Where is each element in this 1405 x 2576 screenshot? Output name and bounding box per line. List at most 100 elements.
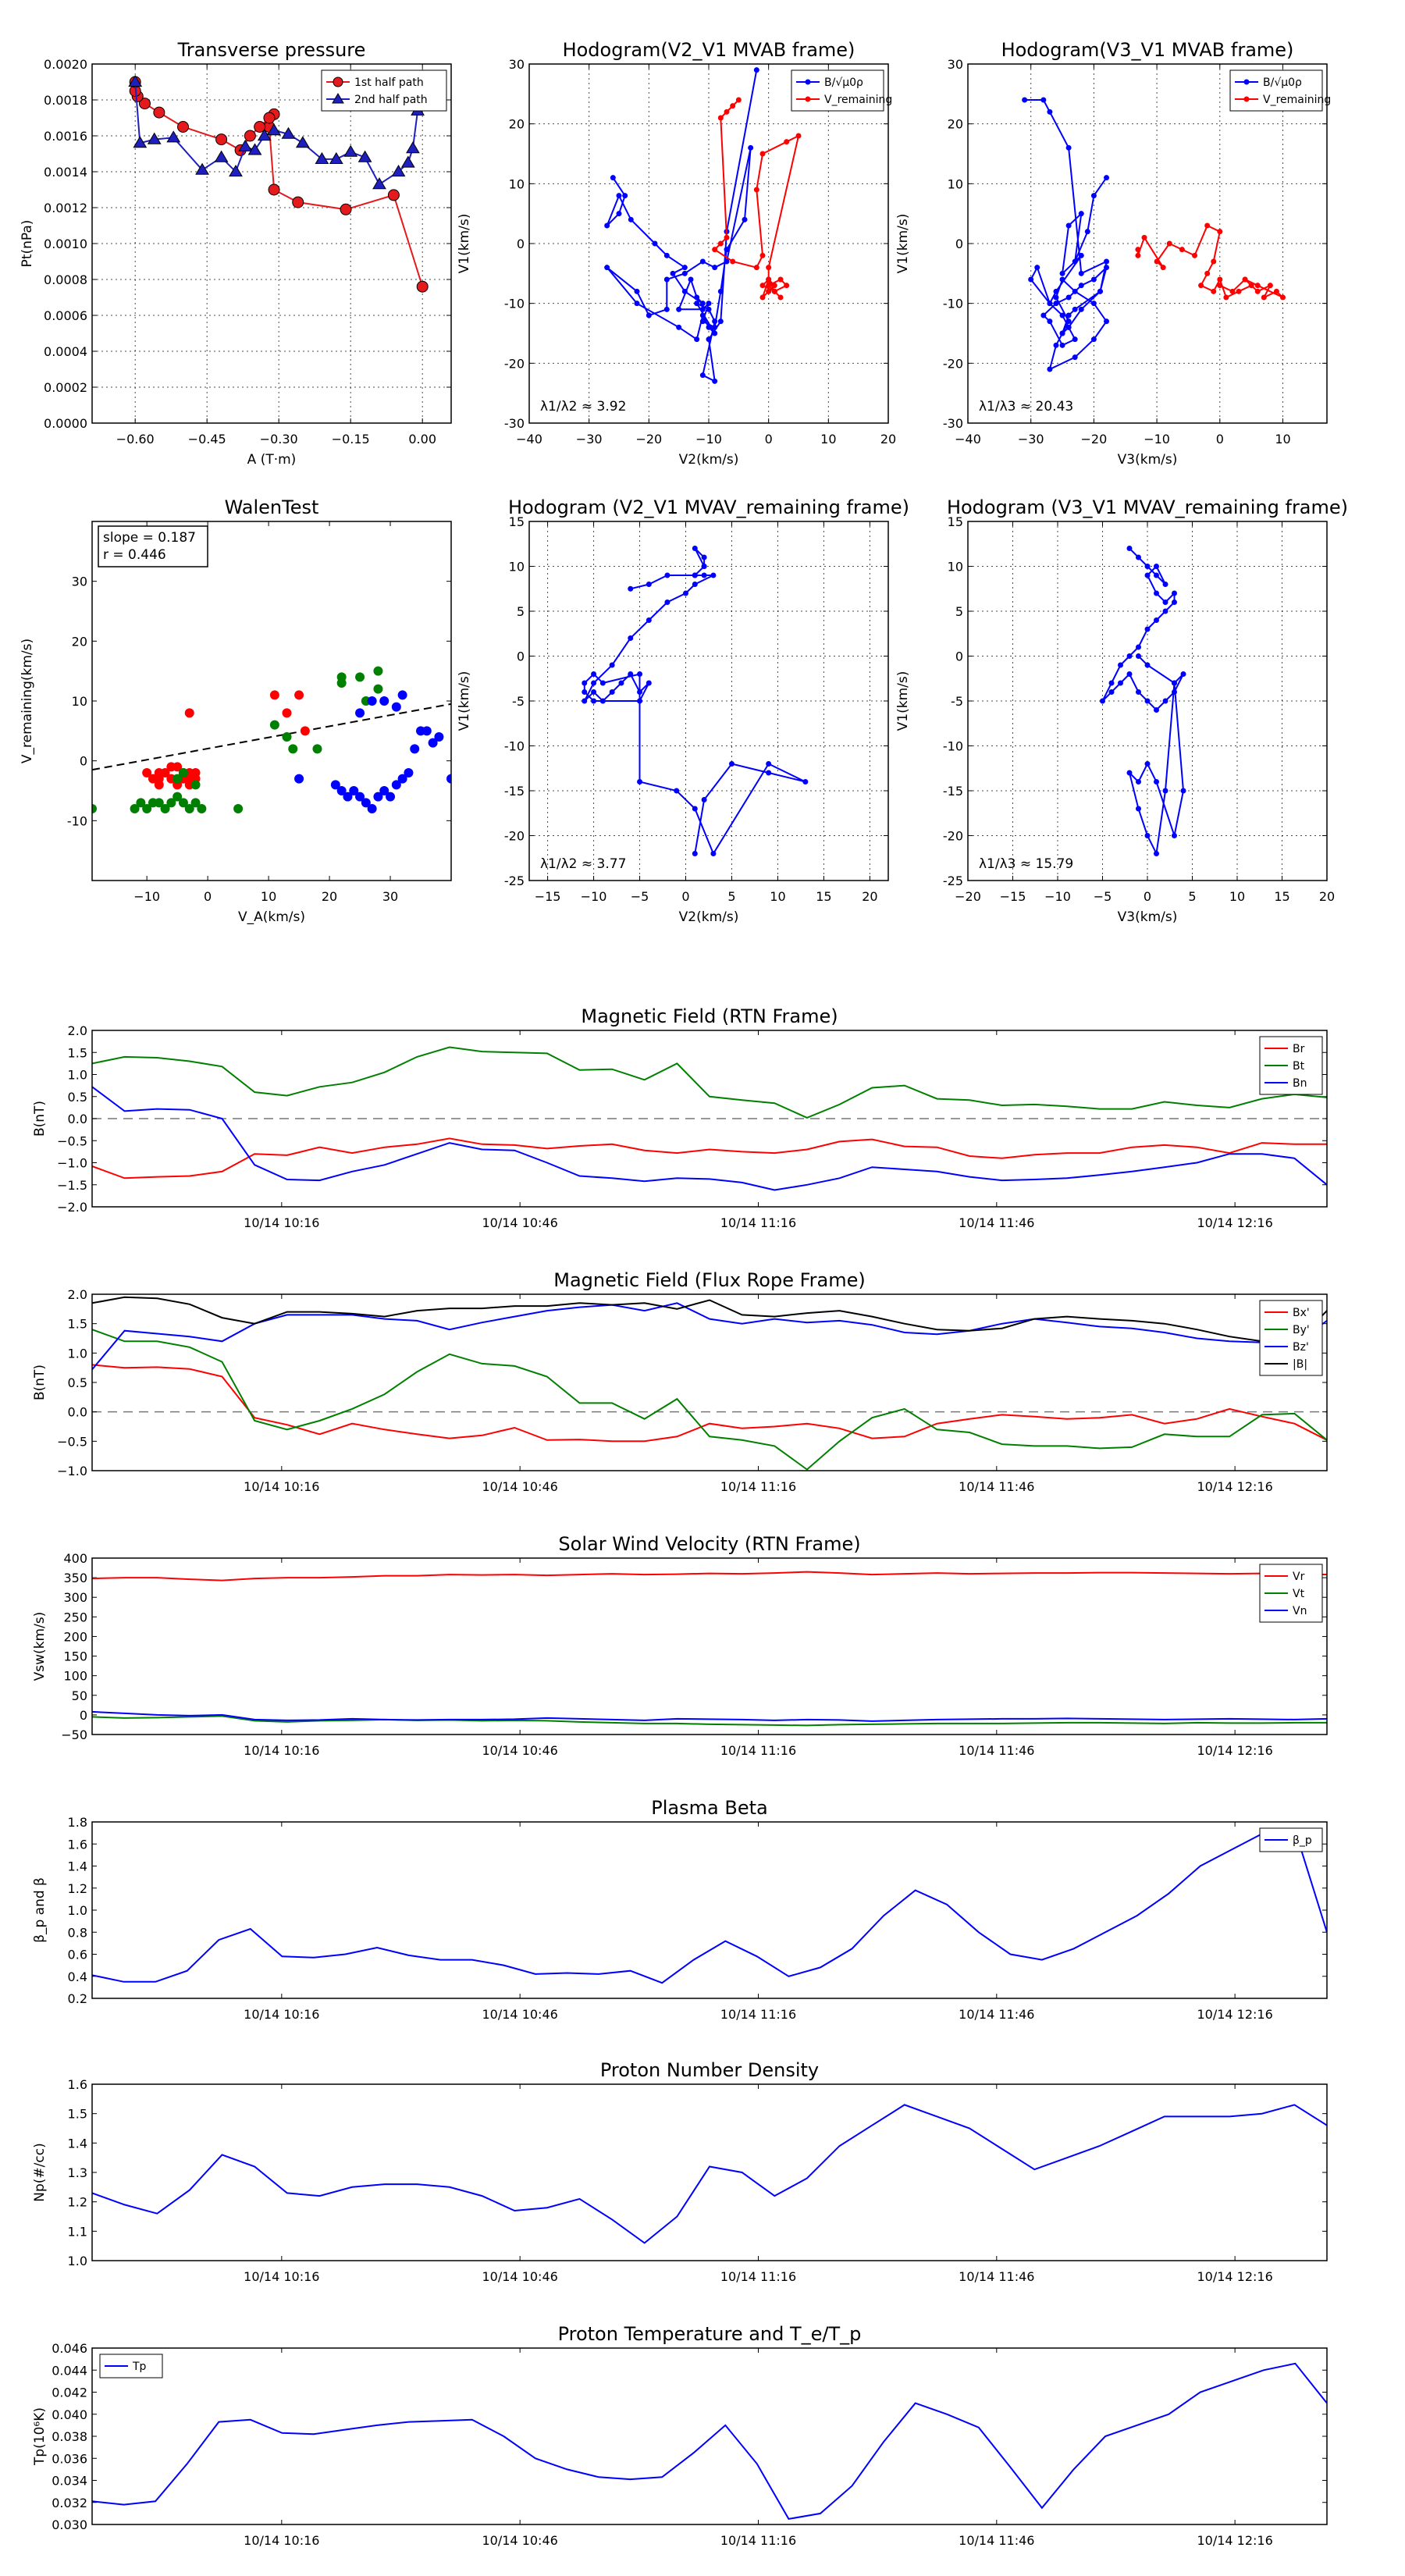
data-point [1065, 324, 1072, 330]
y-tick-label: 1.5 [68, 1045, 87, 1060]
x-tick-label: −40 [955, 432, 981, 447]
y-tick-label: -10 [504, 297, 525, 311]
y-tick-label: -10 [504, 739, 525, 754]
data-point [214, 150, 229, 162]
scatter-point [233, 804, 244, 813]
data-point [664, 572, 670, 578]
data-point [646, 312, 652, 318]
series-line-Bz' [92, 1302, 1327, 1371]
data-point [1053, 301, 1059, 307]
data-point [699, 301, 706, 307]
chart-title: Transverse pressure [177, 39, 366, 61]
x-tick-label: −0.60 [116, 432, 155, 447]
x-tick-label: 0 [204, 889, 212, 904]
data-point [315, 151, 329, 164]
y-axis-label: B(nT) [32, 1101, 48, 1137]
data-point [1204, 222, 1211, 229]
series-line-Br [92, 1137, 1327, 1179]
data-point [1047, 109, 1053, 115]
plot-area [92, 2362, 1327, 2521]
data-point [777, 294, 784, 301]
data-point [784, 283, 790, 289]
y-tick-label: 1.5 [68, 2107, 87, 2122]
y-axis-label: Tp(10⁶K) [32, 2407, 48, 2466]
data-point [329, 151, 343, 164]
legend-marker [1243, 79, 1250, 85]
data-point [1065, 312, 1072, 318]
y-tick-label: 50 [72, 1688, 87, 1703]
data-point [406, 141, 420, 154]
scatter-point [373, 684, 383, 694]
y-tick-label: 20 [72, 634, 87, 649]
time-tick-label: 10/14 10:46 [482, 1479, 558, 1494]
data-point [1162, 582, 1168, 587]
plot-area [92, 1571, 1327, 1727]
data-point [616, 193, 622, 199]
scatter-point [336, 786, 347, 795]
data-point [616, 211, 622, 217]
scatter-point [288, 744, 298, 754]
chart-bflux: Magnetic Field (Flux Rope Frame) −1.0 −0.5… [32, 1269, 1328, 1494]
data-point [268, 183, 280, 196]
data-point [1040, 97, 1047, 103]
data-point [759, 283, 766, 289]
scatter-point [269, 690, 279, 700]
x-axis-label: V3(km/s) [1118, 909, 1178, 925]
data-point [710, 572, 717, 578]
y-tick-label: 2.0 [68, 1287, 87, 1302]
y-tick-label: -10 [943, 739, 963, 754]
data-point [628, 216, 634, 222]
data-point [1047, 301, 1053, 307]
scatter-point [355, 792, 365, 802]
data-point [637, 698, 643, 704]
y-tick-label: -15 [943, 784, 963, 799]
x-tick-label: 5 [1188, 889, 1196, 904]
data-point [247, 143, 262, 155]
axes-frame [91, 1293, 1328, 1471]
legend-box [1229, 69, 1323, 112]
y-tick-label: 15 [509, 514, 525, 529]
scatter-point [173, 792, 183, 802]
legend-label: |B| [1293, 1358, 1307, 1371]
scatter-point [343, 792, 353, 802]
time-tick-label: 10/14 12:16 [1197, 2269, 1272, 2284]
data-point [712, 324, 718, 330]
data-point [1136, 653, 1141, 659]
data-point [766, 288, 772, 294]
data-point [681, 265, 688, 271]
data-point [663, 306, 670, 312]
scatter-point [367, 804, 377, 813]
axes-frame [967, 63, 1328, 424]
time-tick-label: 10/14 10:16 [244, 2269, 319, 2284]
data-point [609, 662, 615, 668]
time-tick-label: 10/14 12:16 [1197, 1743, 1272, 1758]
legend: B/√μ0ρ V_remaining [1229, 69, 1331, 112]
data-point [637, 671, 643, 677]
axes-frame [91, 1821, 1328, 1999]
y-tick-label: 1.6 [68, 1837, 87, 1852]
data-point [712, 265, 718, 271]
data-point [692, 582, 698, 587]
data-point [153, 106, 165, 119]
data-point [147, 132, 162, 144]
y-tick-label: 0.5 [68, 1375, 87, 1390]
scatter-point [336, 678, 347, 688]
data-point [1065, 144, 1072, 151]
plot-area [92, 1296, 1327, 1471]
chart-title: Hodogram (V3_V1 MVAV_remaining frame) [947, 496, 1348, 518]
y-tick-label: -20 [504, 829, 525, 844]
data-point [1136, 779, 1141, 785]
data-point [1172, 833, 1177, 838]
data-point [699, 372, 706, 379]
fit-statistic-label: slope = 0.187 [103, 530, 196, 546]
data-point [692, 851, 698, 856]
data-point [1162, 600, 1168, 605]
legend: 1st half path 2nd half path [321, 69, 447, 112]
chart-beta: Plasma Beta 0.2 0.4 0.6 0.8 1.0 1.2 1.4 1.6 1.8 10… [32, 1797, 1328, 2022]
x-tick-label: −20 [635, 432, 662, 447]
data-point [1084, 229, 1090, 235]
y-tick-label: 1.3 [68, 2165, 87, 2180]
data-point [1172, 590, 1177, 596]
axes-frame [91, 63, 452, 424]
